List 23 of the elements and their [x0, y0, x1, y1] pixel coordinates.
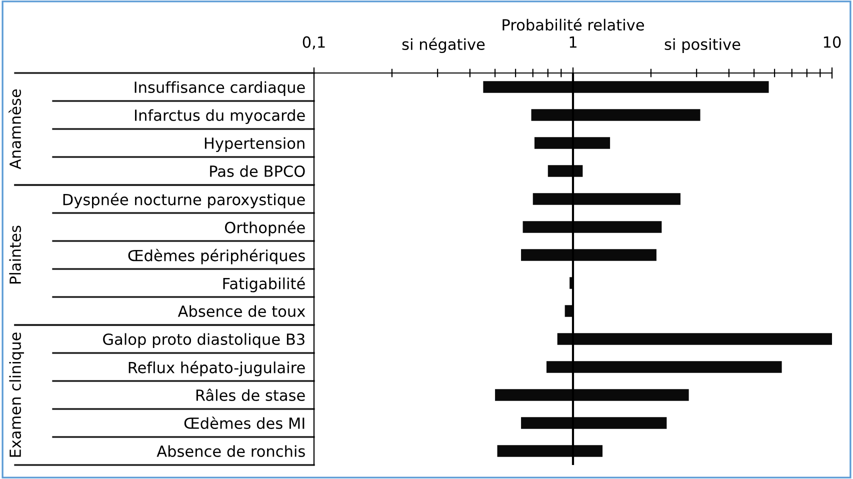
y-tick-label: Pas de BPCO [210, 165, 305, 178]
x-axis-title: Probabilité relative [502, 18, 644, 31]
y-tick-label: Hypertension [204, 137, 304, 152]
x-tick-label: 0,1 [302, 36, 325, 50]
y-tick-label: Absence de ronchis [156, 445, 305, 458]
y-tick-label: Infarctus du myocarde [135, 109, 305, 124]
y-tick-label: Absence de toux [178, 305, 306, 318]
y-axis-title: Anamnèse [8, 89, 22, 170]
x-tick-label: 10 [824, 36, 841, 48]
y-tick-label: Reflux hépato-jugulaire [128, 360, 305, 376]
y-axis-title: Plaintes [9, 226, 22, 284]
y-tick-label: Œdèmes des MI [184, 416, 304, 430]
y-tick-label: Râles de stase [196, 388, 305, 402]
y-tick-label: Œdèmes périphériques [128, 248, 305, 264]
y-tick-label: Dyspnée nocturne paroxystique [63, 192, 305, 208]
y-tick-label: Fatigabilité [223, 276, 305, 292]
text: si positive [664, 38, 740, 53]
x-tick-label: 1 [570, 36, 576, 48]
y-axis-title: Examen clinique [9, 332, 24, 457]
y-tick-label: Galop proto diastolique B3 [103, 333, 304, 348]
y-tick-label: Orthopnée [225, 220, 305, 236]
y-tick-label: Insuffisance cardiaque [134, 81, 305, 96]
text: si négative [402, 38, 485, 53]
